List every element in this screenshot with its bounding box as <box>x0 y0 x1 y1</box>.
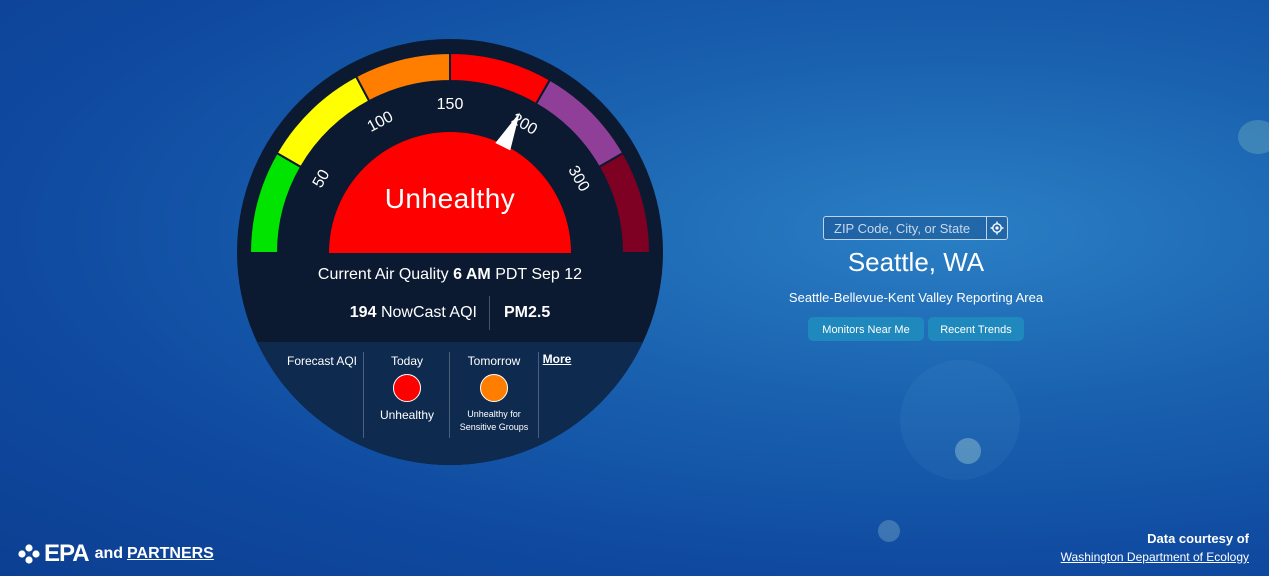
current-prefix: Current Air Quality <box>317 266 449 283</box>
credit-source-link[interactable]: Washington Department of Ecology <box>1060 550 1249 564</box>
monitors-near-me-button[interactable]: Monitors Near Me <box>808 317 924 341</box>
forecast-label: Forecast AQI <box>286 354 358 368</box>
aqi-number: 194 <box>349 304 377 321</box>
band-moderate <box>275 75 371 169</box>
forecast-tomorrow: Tomorrow Unhealthy for Sensitive Groups <box>449 352 539 438</box>
pollutant-label: PM2.5 <box>503 304 551 321</box>
aqi-dial: 50 100 150 200 300 Unhealthy Current Air Qua… <box>237 39 663 465</box>
nowcast-aqi: 194 NowCast AQI <box>350 296 490 330</box>
tick-label-50: 50 <box>310 167 334 191</box>
forecast-tomorrow-dot <box>480 374 508 402</box>
forecast-tomorrow-category: Unhealthy for Sensitive Groups <box>459 409 529 432</box>
epa-wordmark: EPA <box>44 540 90 567</box>
epa-flower-icon <box>18 544 40 564</box>
forecast-today: Today Unhealthy <box>363 352 450 438</box>
reporting-area: Seattle-Bellevue-Kent Valley Reporting A… <box>788 290 1044 305</box>
city-name: Seattle, WA <box>847 247 985 277</box>
forecast-more-link[interactable]: More <box>542 352 572 366</box>
category-label: Unhealthy <box>384 183 516 214</box>
forecast-tomorrow-day: Tomorrow <box>467 354 521 368</box>
aqi-label: NowCast AQI <box>380 304 477 321</box>
band-unhealthy <box>449 51 552 106</box>
location-search <box>823 216 1008 240</box>
forecast-today-dot <box>393 374 421 402</box>
locate-button[interactable] <box>986 217 1007 239</box>
tick-label-150: 150 <box>437 96 464 113</box>
band-very-unhealthy <box>534 78 625 169</box>
aqi-reading: 194 NowCast AQI PM2.5 <box>237 295 663 331</box>
aqi-needle <box>495 112 520 151</box>
partners-link[interactable]: PARTNERS <box>127 545 214 562</box>
current-date: PDT Sep 12 <box>495 266 583 283</box>
forecast-panel: Forecast AQI Today Unhealthy Tomorrow Un… <box>237 342 663 465</box>
current-air-quality: Current Air Quality 6 AM PDT Sep 12 <box>237 266 663 284</box>
epa-logo[interactable]: EPA and PARTNERS <box>18 540 214 568</box>
forecast-today-category: Unhealthy <box>379 408 435 422</box>
current-time: 6 AM <box>453 266 491 283</box>
category-semicircle <box>329 132 571 253</box>
band-hazardous <box>597 151 652 254</box>
tick-label-100: 100 <box>365 108 397 136</box>
epa-and: and <box>94 545 124 562</box>
data-credit: Data courtesy of Washington Department o… <box>1061 531 1249 564</box>
recent-trends-button[interactable]: Recent Trends <box>928 317 1024 341</box>
band-usg <box>354 51 451 103</box>
locate-icon <box>990 221 1004 235</box>
credit-label: Data courtesy of <box>1147 531 1249 546</box>
search-input[interactable] <box>824 218 986 238</box>
forecast-today-day: Today <box>390 354 424 368</box>
